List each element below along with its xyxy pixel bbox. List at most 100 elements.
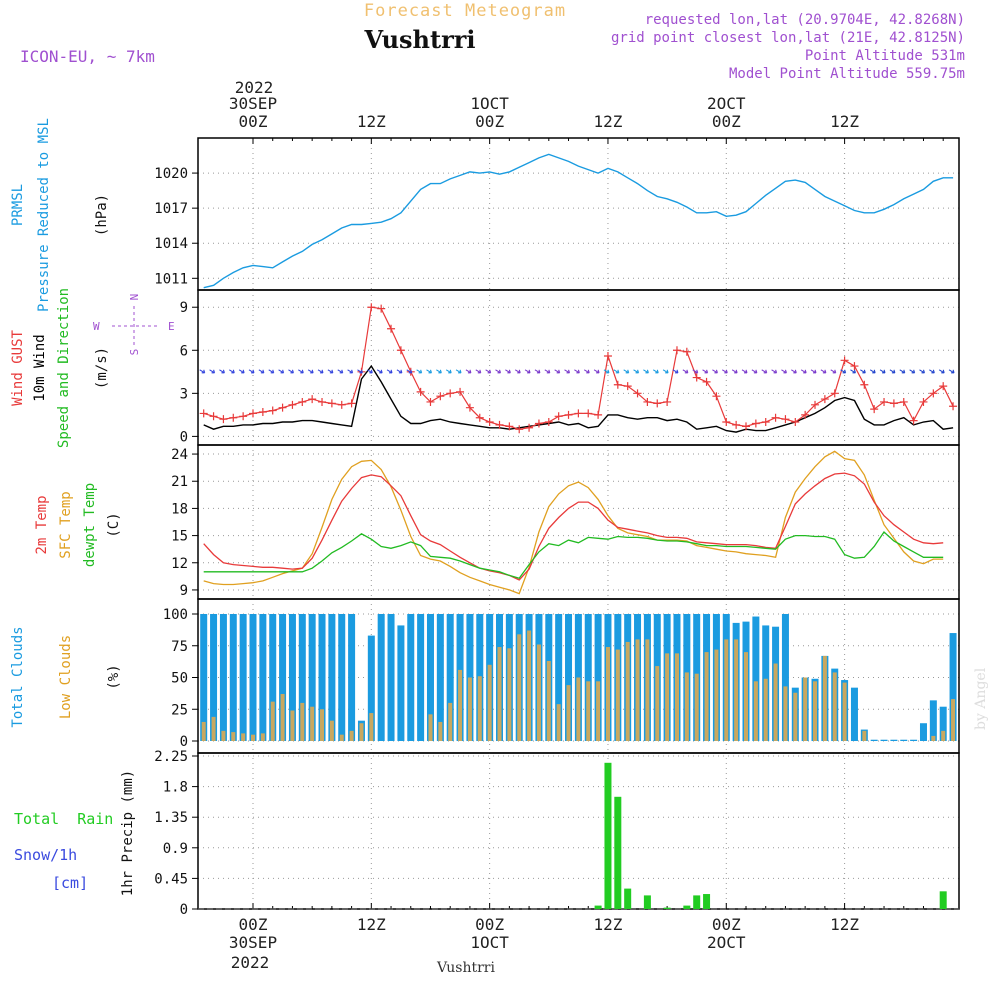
gust-marker (889, 399, 898, 408)
low-cloud-bar (586, 681, 591, 741)
low-cloud-bar (231, 732, 236, 741)
gust-marker (446, 389, 455, 398)
low-cloud-bar (625, 641, 630, 741)
wind-direction-arrow (386, 369, 393, 374)
wind-direction-arrow (692, 369, 699, 374)
clouds-unit: (%) (106, 664, 122, 689)
total-cloud-bar (387, 614, 395, 741)
low-cloud-bar (448, 702, 453, 741)
wind-direction-arrow (623, 369, 630, 374)
gust-marker (465, 403, 474, 412)
y-tick-label: 1.35 (154, 810, 188, 826)
total-cloud-bar (446, 614, 454, 741)
wind-dir-label: Speed and Direction (56, 288, 72, 448)
wind-direction-arrow (406, 369, 413, 374)
dewpt-line (203, 531, 944, 579)
gust-marker (377, 304, 386, 313)
low-cloud-bar (517, 634, 522, 741)
gust-marker (485, 418, 494, 427)
low-cloud-bar (339, 734, 344, 741)
gust-marker (712, 392, 721, 401)
wind-direction-arrow (919, 369, 926, 374)
model-label: ICON-EU, ~ 7km (20, 47, 155, 66)
wind-direction-arrow (791, 369, 797, 374)
wind-direction-arrow (307, 369, 314, 374)
total-cloud-bar (279, 614, 287, 741)
low-cloud-bar (724, 639, 729, 741)
total-cloud-bar (584, 614, 592, 741)
total-cloud-bar (949, 633, 957, 741)
low-cloud-bar (635, 639, 640, 741)
bottom-hour-label: 00Z (712, 915, 741, 934)
total-cloud-bar (870, 739, 878, 741)
sfc-temp-line (203, 450, 944, 595)
gust-marker (682, 347, 691, 356)
wind-direction-arrow (830, 369, 837, 374)
y-tick-label: 21 (171, 474, 188, 490)
low-cloud-bar (467, 677, 472, 741)
low-clouds-label: Low Clouds (58, 635, 74, 719)
gust-marker (929, 389, 938, 398)
total-cloud-bar (880, 739, 888, 741)
gust-marker (584, 409, 593, 418)
wind-direction-arrow (564, 369, 571, 374)
y-tick-label: 1014 (154, 236, 188, 252)
model-altitude: Model Point Altitude 559.75m (729, 66, 965, 82)
temp-unit: (C) (106, 512, 122, 537)
rain-bar (624, 888, 632, 909)
low-cloud-bar (694, 673, 699, 741)
low-cloud-bar (359, 723, 364, 741)
wind-direction-arrow (426, 369, 433, 374)
gust-marker (249, 409, 257, 418)
y-tick-label: 6 (180, 343, 188, 359)
t2m-label: 2m Temp (34, 495, 50, 554)
wind-direction-arrow (298, 369, 304, 374)
low-cloud-bar (734, 639, 739, 741)
bottom-hour-label: 12Z (357, 915, 386, 934)
wind-direction-arrow (268, 369, 275, 374)
gust-marker (268, 406, 277, 415)
low-cloud-bar (320, 709, 325, 741)
wind-direction-arrow (367, 369, 373, 374)
product-title: Forecast Meteogram (364, 1, 566, 21)
gust-marker (623, 382, 632, 391)
wind-direction-arrow (199, 369, 206, 374)
gust-marker (278, 403, 287, 412)
wind-direction-arrow (317, 369, 324, 374)
bottom-date-label: 30SEP (229, 933, 277, 952)
low-cloud-bar (753, 681, 758, 741)
precip-unit: 1hr Precip (mm) (120, 770, 136, 896)
gust-marker (337, 400, 346, 409)
gust-marker (781, 415, 790, 424)
low-cloud-bar (842, 682, 847, 741)
gust-marker (525, 423, 534, 432)
total-cloud-bar (200, 614, 208, 741)
low-cloud-bar (546, 660, 551, 741)
rain-bar (683, 905, 691, 909)
top-hour-label: 12Z (594, 112, 623, 131)
gust-marker (318, 397, 327, 406)
wind-direction-arrow (860, 369, 866, 374)
footer-location: Vushtrri (436, 960, 495, 976)
bottom-year: 2022 (231, 953, 270, 972)
rain-bar (643, 895, 651, 909)
gust-marker (544, 418, 553, 427)
low-cloud-bar (497, 647, 502, 741)
rain-bar (693, 895, 701, 909)
total-cloud-bar (426, 614, 434, 741)
total-cloud-bar (890, 739, 898, 741)
gust-marker (702, 377, 711, 386)
low-cloud-bar (605, 647, 610, 741)
compass-rose: N S W E (93, 294, 175, 356)
total-cloud-bar (377, 614, 385, 741)
top-hour-label: 12Z (357, 112, 386, 131)
sfc-label: SFC Temp (58, 491, 74, 558)
y-tick-label: 0 (180, 429, 188, 445)
gust-marker (298, 397, 307, 406)
wind-direction-arrow (889, 369, 896, 374)
bottom-hour-label: 00Z (475, 915, 504, 934)
gust-marker (613, 380, 622, 389)
panel-frame-precip (197, 752, 960, 910)
y-tick-label: 2.25 (154, 749, 188, 765)
